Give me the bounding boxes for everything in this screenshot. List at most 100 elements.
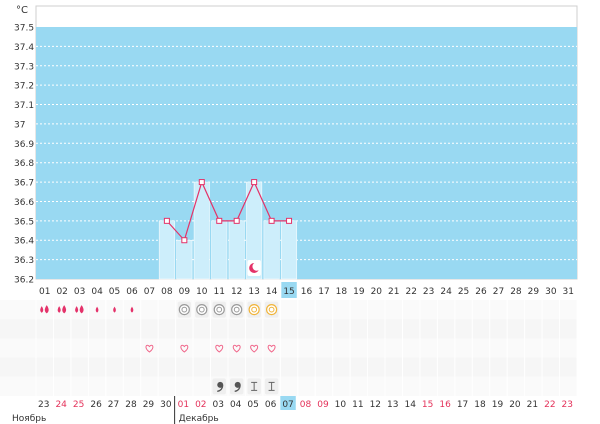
x-tick-label[interactable]: 26 (475, 287, 487, 297)
x-tick-label[interactable]: 05 (109, 287, 120, 297)
x-tick-label[interactable]: 29 (528, 287, 540, 297)
temperature-bar (193, 181, 210, 280)
temperature-line (166, 180, 290, 242)
y-tick-label: 37.4 (14, 43, 34, 53)
test-indicator-icon[interactable] (177, 301, 192, 318)
calendar-date[interactable]: 25 (73, 400, 84, 410)
test-indicator-icon[interactable] (229, 301, 244, 318)
current-day-highlight (281, 282, 297, 298)
x-tick-label[interactable]: 20 (371, 287, 383, 297)
heart-icon[interactable] (180, 344, 189, 353)
calendar-date[interactable]: 03 (213, 400, 224, 410)
x-tick-label[interactable]: 13 (248, 287, 259, 297)
x-tick-label[interactable]: 28 (510, 287, 522, 297)
comma-icon[interactable] (212, 378, 226, 395)
calendar-date[interactable]: 05 (247, 400, 258, 410)
calendar-date[interactable]: 26 (90, 400, 102, 410)
heart-icon[interactable] (215, 344, 224, 353)
y-tick-label: 36.5 (14, 217, 34, 227)
calendar-date[interactable]: 19 (492, 400, 504, 410)
calendar-date[interactable]: 14 (404, 400, 416, 410)
calendar-date[interactable]: 12 (370, 400, 381, 410)
calendar-date[interactable]: 22 (544, 400, 555, 410)
heart-icon[interactable] (250, 344, 259, 353)
x-tick-label[interactable]: 23 (423, 287, 434, 297)
x-tick-label[interactable]: 12 (231, 287, 242, 297)
calendar-date[interactable]: 15 (422, 400, 433, 410)
x-tick-label[interactable]: 06 (126, 287, 138, 297)
temperature-point[interactable] (251, 179, 258, 186)
temperature-point[interactable] (198, 179, 205, 186)
calendar-date[interactable]: 06 (265, 400, 277, 410)
x-tick-label[interactable]: 18 (336, 287, 348, 297)
test-indicator-icon[interactable] (247, 301, 261, 318)
x-tick-label[interactable]: 08 (161, 287, 173, 297)
text-cursor-icon[interactable] (264, 378, 279, 395)
calendar-date[interactable]: 28 (125, 400, 137, 410)
calendar-date[interactable]: 11 (352, 400, 363, 410)
month-label-november: Ноябрь (12, 414, 46, 424)
calendar-date[interactable]: 09 (317, 400, 329, 410)
calendar-date[interactable]: 20 (509, 400, 521, 410)
calendar-date[interactable]: 30 (160, 400, 172, 410)
calendar-date[interactable]: 29 (143, 400, 155, 410)
x-tick-label[interactable]: 30 (545, 287, 557, 297)
temperature-point[interactable] (181, 237, 188, 244)
test-indicator-icon[interactable] (264, 301, 279, 318)
blood-drop-icon[interactable] (95, 306, 99, 313)
x-tick-label[interactable]: 22 (405, 287, 416, 297)
heart-icon[interactable] (145, 344, 154, 353)
x-tick-label[interactable]: 16 (301, 287, 313, 297)
x-tick-label[interactable]: 31 (563, 287, 574, 297)
x-tick-label[interactable]: 10 (196, 287, 208, 297)
test-indicator-icon[interactable] (195, 301, 209, 318)
calendar-date[interactable]: 10 (335, 400, 347, 410)
x-tick-label[interactable]: 15 (283, 287, 294, 297)
blood-drop-icon[interactable] (113, 306, 116, 313)
x-tick-label[interactable]: 09 (179, 287, 191, 297)
x-tick-label[interactable]: 14 (266, 287, 278, 297)
x-tick-label[interactable]: 02 (56, 287, 67, 297)
calendar-date[interactable]: 04 (230, 400, 242, 410)
blood-drop-icon[interactable] (40, 305, 49, 314)
y-unit-label: °C (16, 5, 28, 16)
x-tick-label[interactable]: 11 (214, 287, 225, 297)
calendar-date[interactable]: 13 (387, 400, 398, 410)
x-tick-label[interactable]: 01 (39, 287, 50, 297)
x-tick-label[interactable]: 07 (144, 287, 155, 297)
x-tick-label[interactable]: 03 (74, 287, 85, 297)
x-tick-label[interactable]: 17 (318, 287, 329, 297)
calendar-date[interactable]: 16 (439, 400, 451, 410)
test-indicator-icon[interactable] (212, 301, 226, 318)
x-tick-label[interactable]: 27 (493, 287, 504, 297)
temperature-point[interactable] (163, 217, 170, 224)
calendar-date[interactable]: 02 (195, 400, 206, 410)
x-tick-label[interactable]: 25 (458, 287, 469, 297)
x-tick-label[interactable]: 19 (353, 287, 365, 297)
temperature-point[interactable] (233, 217, 240, 224)
text-cursor-icon[interactable] (247, 378, 261, 395)
calendar-date[interactable]: 27 (108, 400, 119, 410)
calendar-date[interactable]: 24 (55, 400, 67, 410)
calendar-date[interactable]: 17 (457, 400, 468, 410)
calendar-date[interactable]: 23 (562, 400, 573, 410)
heart-icon[interactable] (232, 344, 241, 353)
x-tick-label[interactable]: 24 (440, 287, 452, 297)
temperature-point[interactable] (286, 217, 293, 224)
calendar-date[interactable]: 01 (178, 400, 189, 410)
heart-icon[interactable] (267, 344, 276, 353)
calendar-date[interactable]: 23 (38, 400, 49, 410)
comma-icon[interactable] (229, 378, 244, 395)
calendar-date[interactable]: 18 (474, 400, 486, 410)
blood-drop-icon[interactable] (57, 305, 67, 314)
x-tick-label[interactable]: 21 (388, 287, 399, 297)
y-tick-label: 37.5 (14, 24, 34, 34)
temperature-point[interactable] (216, 217, 223, 224)
calendar-date[interactable]: 21 (527, 400, 538, 410)
calendar-date[interactable]: 08 (300, 400, 312, 410)
blood-drop-icon[interactable] (75, 305, 84, 314)
calendar-date[interactable]: 07 (282, 400, 293, 410)
x-tick-label[interactable]: 04 (91, 287, 103, 297)
blood-drop-icon[interactable] (130, 306, 134, 313)
temperature-point[interactable] (268, 217, 275, 224)
